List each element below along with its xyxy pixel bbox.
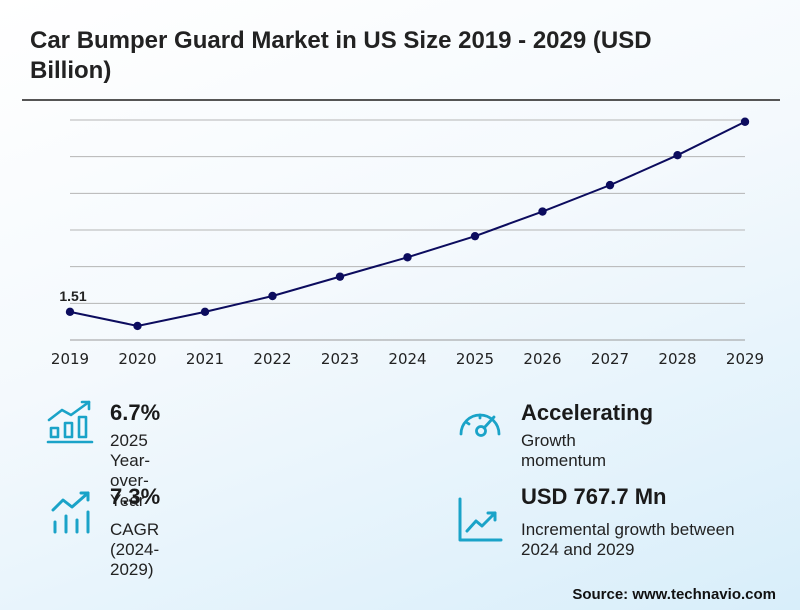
data-point [740,117,750,126]
data-point [403,253,412,262]
data-labels: 1.51 [59,288,86,304]
stat-description: Growth momentum [521,431,607,470]
data-point [605,180,615,190]
stat-description: CAGR (2024-2029) [110,520,160,579]
x-tick-label: 2023 [321,350,359,368]
x-tick-label: 2020 [118,350,156,368]
data-point [538,207,547,216]
source-note: Source: www.technavio.com [572,586,776,603]
stat-value: Accelerating [521,400,654,425]
bar-chart-icon [46,400,94,444]
stat-value: USD 767.7 Mn [521,484,667,509]
x-tick-label: 2026 [523,350,561,368]
data-point [470,231,480,241]
stat-description: 2025 Year-over-Year [110,431,151,510]
data-point [673,151,682,160]
stat-value: 6.7% [110,400,161,425]
line-trend-icon [458,497,503,542]
trend-bars-icon [51,491,90,534]
gridlines [70,119,745,341]
line-chart: 2019 2020 2021 2022 2023 2024 2025 2026 2027 2028… [51,117,764,368]
x-tick-label: 2024 [388,350,426,368]
x-tick-label: 2019 [51,350,89,368]
stat-value: 7.3% [110,484,161,509]
data-point [133,321,142,331]
x-tick-label: 2029 [726,350,764,368]
title-divider [22,99,780,101]
speedometer-icon [459,413,501,437]
data-point [268,291,277,301]
x-tick-label: 2022 [253,350,291,368]
chart-title: Car Bumper Guard Market in US Size 2019 … [30,27,652,84]
data-point [335,272,345,281]
x-tick-label: 2027 [591,350,629,368]
x-axis-ticks: 2019 2020 2021 2022 2023 2024 2025 2026 2027 2028… [51,350,764,368]
data-points [65,117,750,331]
series-line [69,120,746,327]
data-point [65,307,75,317]
x-tick-label: 2025 [456,350,494,368]
x-tick-label: 2028 [658,350,696,368]
data-point [200,307,210,317]
data-label: 1.51 [59,288,86,304]
stat-description: Incremental growth between 2024 and 2029 [521,520,735,559]
x-tick-label: 2021 [186,350,224,368]
